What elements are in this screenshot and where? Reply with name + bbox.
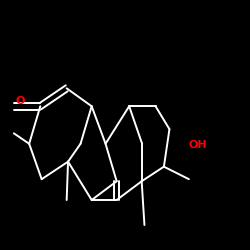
Text: O: O [15,96,25,106]
Text: OH: OH [189,140,208,150]
